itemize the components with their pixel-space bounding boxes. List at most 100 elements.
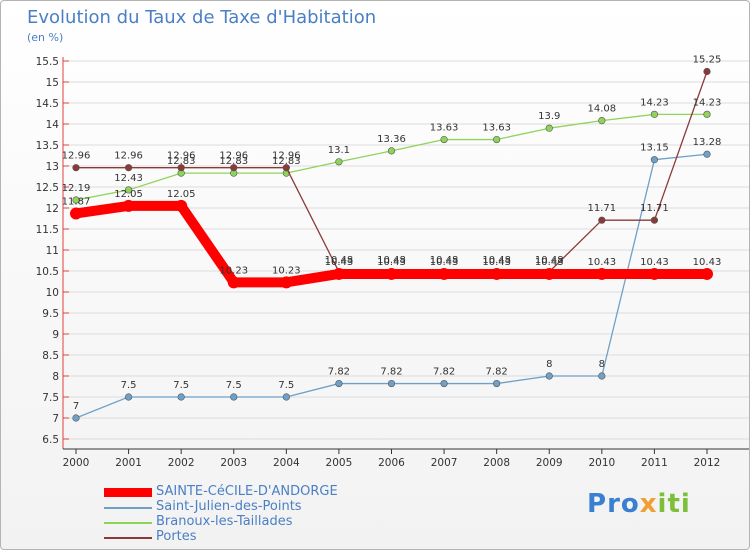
x-tick-label: 2012 — [694, 457, 721, 469]
x-tick-label: 2009 — [536, 457, 563, 469]
legend-swatch — [104, 506, 152, 509]
series-layer — [70, 67, 713, 422]
data-point — [648, 267, 661, 280]
data-label: 10.48 — [535, 255, 564, 266]
x-tick-label: 2006 — [378, 457, 405, 469]
data-label: 10.43 — [430, 257, 459, 268]
data-point — [598, 372, 606, 380]
data-label: 10.43 — [535, 257, 564, 268]
data-point — [282, 393, 290, 401]
y-tick-label: 10.5 — [36, 266, 59, 278]
x-tick-label: 2008 — [483, 457, 510, 469]
brand-letter: P — [587, 489, 608, 519]
unit-label: (en %) — [27, 31, 64, 44]
data-label: 10.43 — [325, 257, 354, 268]
data-point — [650, 156, 659, 164]
data-label: 7.82 — [328, 367, 350, 378]
data-point — [440, 135, 448, 144]
data-point — [124, 164, 133, 172]
data-label: 7 — [73, 401, 79, 412]
data-label: 13.63 — [482, 123, 511, 134]
data-point — [70, 207, 82, 220]
data-point — [650, 216, 659, 224]
data-label: 10.43 — [693, 257, 722, 268]
data-label: 7.5 — [226, 380, 242, 391]
y-tick-label: 6.5 — [42, 434, 59, 446]
brand-letter: o — [620, 489, 640, 519]
data-point — [545, 372, 553, 380]
data-point — [703, 150, 711, 158]
data-label: 12.83 — [272, 156, 301, 167]
y-tick-label: 11.5 — [36, 224, 59, 236]
data-point — [490, 267, 503, 280]
data-label: 10.48 — [482, 255, 511, 266]
legend-label: Branoux-les-Taillades — [156, 514, 293, 529]
data-point — [703, 110, 711, 118]
data-point — [598, 117, 606, 125]
data-label: 10.43 — [377, 257, 406, 268]
data-label: 13.15 — [640, 143, 669, 154]
data-point — [595, 267, 608, 280]
value-labels: 11.87 12.05 12.05 10.23 10.23 10.43 10.43 10.43… — [62, 55, 722, 413]
y-tick-label: 15 — [46, 77, 59, 89]
x-tick-label: 2000 — [63, 457, 90, 469]
brand-letter: x — [639, 489, 658, 519]
data-label: 13.1 — [328, 145, 350, 156]
x-tick-label: 2003 — [220, 457, 247, 469]
data-point — [230, 164, 238, 172]
data-label: 12.96 — [219, 151, 248, 162]
x-tick-label: 2001 — [115, 457, 142, 469]
data-point — [177, 393, 185, 401]
x-tick-label: 2002 — [168, 457, 195, 469]
data-point — [440, 379, 448, 388]
data-label: 13.36 — [377, 134, 406, 145]
data-label: 12.96 — [62, 151, 91, 162]
data-label: 14.08 — [588, 104, 617, 115]
brand-letter: r — [607, 489, 621, 519]
data-label: 7.82 — [380, 367, 402, 378]
data-point — [175, 199, 188, 212]
data-label: 8 — [546, 359, 552, 370]
y-tick-label: 7.5 — [42, 392, 59, 404]
data-label: 10.48 — [325, 255, 354, 266]
data-point — [335, 158, 343, 166]
y-tick-label: 14.5 — [36, 98, 59, 110]
data-point — [72, 196, 80, 204]
data-point — [280, 276, 293, 289]
data-point — [230, 393, 238, 401]
data-point — [387, 379, 396, 388]
data-point — [122, 199, 135, 212]
data-label: 8 — [599, 359, 605, 370]
series-line — [75, 70, 708, 273]
data-point — [387, 147, 396, 155]
data-label: 13.28 — [693, 137, 722, 148]
data-point — [701, 267, 713, 280]
data-point — [282, 164, 290, 172]
brand-letter: t — [667, 489, 681, 519]
y-tick-label: 14 — [46, 119, 60, 131]
data-label: 11.71 — [588, 203, 617, 214]
y-tick-label: 15.5 — [36, 56, 59, 68]
data-point — [385, 267, 398, 280]
data-point — [72, 414, 80, 422]
x-tick-label: 2011 — [641, 457, 668, 469]
data-label: 10.23 — [272, 265, 301, 276]
legend-swatch — [104, 521, 152, 524]
data-label: 12.43 — [114, 173, 143, 184]
data-label: 7.5 — [121, 380, 137, 391]
y-tick-label: 8.5 — [42, 350, 59, 362]
data-label: 13.63 — [430, 123, 459, 134]
data-label: 11.71 — [640, 203, 669, 214]
data-point — [124, 186, 133, 194]
data-point — [332, 267, 345, 280]
x-tick-label: 2010 — [588, 457, 615, 469]
y-tick-label: 9.5 — [42, 308, 59, 320]
data-label: 15.25 — [693, 55, 722, 66]
data-point — [545, 124, 553, 132]
data-label: 7.5 — [173, 380, 189, 391]
data-label: 11.87 — [62, 196, 91, 207]
data-label: 12.96 — [167, 151, 196, 162]
data-point — [703, 67, 711, 76]
y-tick-label: 10 — [46, 287, 59, 299]
